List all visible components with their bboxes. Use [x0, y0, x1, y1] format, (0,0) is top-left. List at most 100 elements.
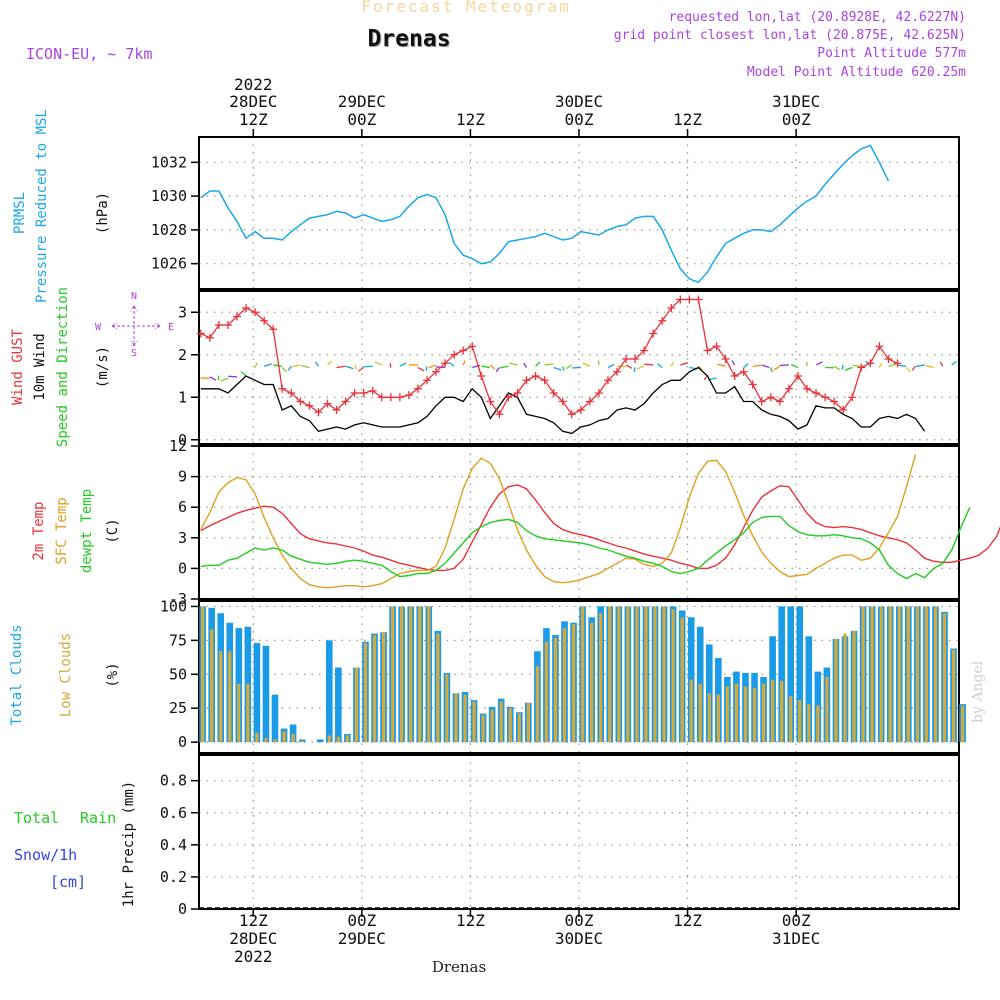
clouds-ytick-label: 75 — [169, 631, 187, 649]
wind-label-10m: 10m Wind — [32, 333, 48, 401]
low-clouds-bar — [915, 606, 919, 743]
wind-direction-arrow — [291, 364, 301, 368]
clouds-ytick-label: 100 — [160, 597, 187, 615]
wind-gust-marker — [269, 325, 278, 334]
low-clouds-bar — [354, 667, 359, 743]
low-clouds-bar — [463, 694, 467, 743]
low-clouds-bar — [961, 705, 965, 743]
low-clouds-bar — [409, 606, 413, 743]
wind-gust-marker — [260, 316, 269, 325]
wind-direction-arrow — [374, 361, 383, 366]
low-clouds-bar — [933, 606, 938, 743]
low-clouds-bar — [843, 633, 847, 743]
wind-gust-marker — [278, 384, 287, 393]
low-clouds-bar — [237, 683, 241, 743]
wind-gust-marker — [558, 397, 567, 406]
wind-gust-marker — [585, 397, 594, 406]
wind-gust-marker — [685, 295, 694, 304]
wind-gust-marker — [603, 376, 612, 385]
wind-direction-arrow — [553, 366, 562, 371]
low-clouds-bar — [427, 606, 431, 743]
low-clouds-bar — [725, 686, 729, 743]
precip-ytick-label: 0.4 — [160, 836, 187, 854]
low-clouds-bar — [581, 606, 585, 743]
low-clouds-bar — [834, 639, 838, 743]
low-clouds-bar — [363, 643, 368, 743]
wind-gust-marker — [305, 401, 314, 410]
wind-gust-marker — [233, 312, 241, 321]
low-clouds-bar — [861, 606, 865, 743]
low-clouds-bar — [644, 606, 648, 743]
wind-direction-arrow — [217, 375, 220, 381]
wind-ytick-label: 2 — [178, 346, 187, 364]
wind-direction-arrow — [752, 364, 762, 367]
wind-direction-arrow — [636, 365, 645, 370]
low-clouds-bar — [544, 641, 549, 743]
wind-direction-arrow — [240, 371, 247, 377]
wind-direction-arrow — [354, 364, 357, 370]
clouds-label-low: Low Clouds — [58, 632, 74, 718]
top-time-label: 28DEC — [229, 92, 278, 111]
wind-direction-arrow — [448, 361, 455, 367]
wind-gust-marker — [251, 308, 260, 317]
wind-direction-arrow — [582, 362, 591, 367]
wind-direction-arrow — [670, 361, 675, 367]
low-clouds-bar — [571, 624, 576, 743]
compass-e: E — [168, 322, 174, 333]
wind-gust-marker — [721, 355, 730, 363]
wind-direction-arrow — [761, 364, 770, 369]
clouds-label-unit: (%) — [105, 662, 121, 688]
wind-direction-arrow — [336, 365, 346, 369]
total-clouds-bar — [253, 643, 261, 743]
low-clouds-bar — [590, 622, 594, 743]
wind-gust-marker — [848, 393, 857, 402]
low-clouds-bar — [553, 637, 558, 743]
wind-gust-marker — [830, 397, 839, 406]
wind-gust-marker — [513, 389, 522, 397]
wind-direction-arrow — [358, 366, 365, 372]
wind-gust-marker — [766, 393, 775, 402]
low-clouds-bar — [825, 677, 829, 743]
wind-direction-arrow — [314, 361, 319, 367]
wind-gust-marker — [540, 376, 549, 385]
pressure-label-msl: Pressure Reduced to MSL — [34, 109, 50, 303]
wind-gust-marker — [368, 386, 377, 395]
wind-ytick-label: 3 — [178, 303, 187, 321]
low-clouds-bar — [798, 700, 802, 743]
bottom-time-label: 29DEC — [337, 929, 386, 948]
wind-gust-marker — [667, 304, 676, 312]
wind-gust-marker — [622, 355, 631, 363]
wind-direction-arrow — [717, 363, 726, 367]
low-clouds-bar — [201, 606, 205, 743]
info-line-1: requested lon,lat (20.8928E, 42.6227N) — [668, 10, 966, 25]
wind-gust-marker — [296, 397, 305, 406]
wind-ytick-label: 1 — [178, 388, 187, 406]
pressure-ytick-label: 1026 — [151, 255, 187, 273]
info-line-3: Point Altitude 577m — [817, 46, 966, 61]
low-clouds-bar — [924, 606, 929, 743]
total-clouds-bar — [796, 606, 804, 743]
wind-direction-arrow — [911, 365, 917, 371]
clouds-label-total: Total Clouds — [9, 624, 25, 726]
wind-direction-arrow — [925, 364, 934, 369]
precip-ytick-label: 0.8 — [160, 772, 187, 790]
low-clouds-bar — [526, 702, 530, 743]
wind-gust-marker — [323, 399, 332, 408]
wind-direction-arrow — [425, 366, 428, 371]
low-clouds-bar — [291, 734, 295, 743]
low-clouds-bar — [499, 701, 503, 743]
bottom-time-label: 12Z — [455, 911, 485, 930]
total-clouds-bar — [325, 640, 333, 743]
temp-ytick-label: 9 — [178, 468, 187, 486]
precip-ytick-label: 0.6 — [160, 804, 187, 822]
low-clouds-bar — [372, 634, 377, 743]
wind-gust-marker — [576, 406, 585, 414]
wind-gust-marker — [423, 376, 431, 385]
bottom-time-label: 31DEC — [772, 929, 821, 948]
wind-direction-arrow — [544, 363, 554, 366]
wind-gust-marker — [803, 384, 811, 393]
wind-gust-marker — [793, 372, 802, 380]
wind-direction-arrow — [263, 363, 273, 367]
wind-direction-arrow — [939, 361, 944, 367]
bottom-time-label: 12Z — [238, 911, 268, 930]
